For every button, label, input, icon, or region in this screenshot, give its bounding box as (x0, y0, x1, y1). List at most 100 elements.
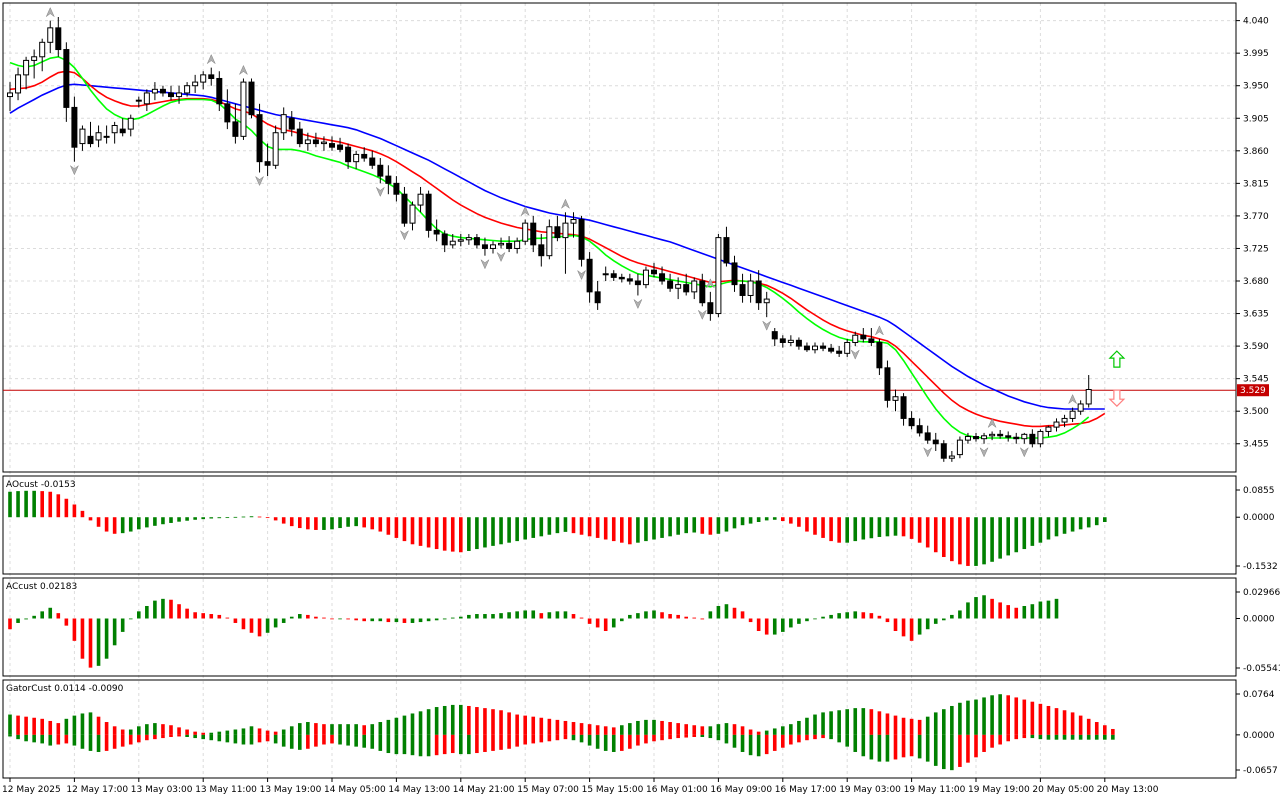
candle (63, 42, 70, 122)
candle (1045, 425, 1052, 437)
candle-bear (441, 233, 448, 246)
ac-bar (563, 611, 568, 619)
candle (884, 360, 891, 408)
ao-bar (805, 517, 809, 532)
candle-bull (79, 128, 86, 145)
y-tick-label: 3.590 (1243, 342, 1269, 352)
gator-lower-bar (40, 734, 44, 744)
ao-bar (1014, 517, 1019, 553)
ao-bar (225, 517, 230, 519)
ac-bar (797, 618, 801, 624)
candle-bull (787, 339, 794, 343)
candle (836, 346, 843, 357)
y-tick-label: 0.0764 (1243, 690, 1275, 700)
gator-upper-bar (80, 713, 85, 735)
gator-upper-bar (483, 708, 487, 735)
ao-pane[interactable]: AOcust -0.0153 (6, 480, 1107, 566)
ao-bar (885, 517, 890, 537)
candle-bear (586, 258, 593, 293)
ao-bar (700, 517, 705, 534)
gator-lower-bar (917, 734, 922, 759)
candle-bull (956, 439, 963, 456)
gator-lower-bar (8, 734, 12, 737)
gator-lower-bar (72, 734, 77, 746)
ac-bar (418, 618, 423, 623)
gator-upper-bar (756, 731, 761, 735)
ao-bar (241, 516, 246, 518)
gator-upper-bar (652, 719, 656, 735)
candle (320, 136, 327, 151)
candle (465, 233, 472, 245)
gator-upper-bar (32, 717, 36, 735)
candle-bear (651, 269, 657, 275)
gator-upper-bar (869, 709, 874, 735)
gator-upper-bar (692, 725, 697, 735)
candle-bear (369, 157, 376, 166)
ac-bar (547, 612, 552, 619)
gator-pane[interactable]: GatorCust 0.0114 -0.0090 (6, 684, 1115, 771)
ao-bar (756, 517, 761, 522)
ao-bar (660, 517, 664, 538)
ao-bar (128, 517, 133, 532)
gator-lower-bar (700, 734, 705, 738)
candle-bear (723, 237, 730, 264)
ac-pane[interactable]: ACcust 0.02183 (6, 582, 1059, 668)
ao-bar (547, 517, 552, 535)
x-tick-label: 12 May 17:00 (66, 785, 128, 795)
gator-upper-bar (161, 724, 165, 735)
gator-lower-bar (24, 734, 28, 742)
price-pane[interactable]: 3.529 (3, 7, 1269, 462)
ao-bar (974, 517, 978, 566)
candle (143, 89, 150, 112)
gator-upper-bar (917, 719, 922, 735)
gator-upper-bar (185, 729, 189, 735)
candle-bear (820, 345, 827, 349)
ao-bar (314, 517, 318, 530)
candle-bear (626, 278, 633, 282)
candle (570, 212, 577, 238)
candle (7, 82, 13, 112)
gator-upper-bar (676, 723, 680, 735)
ac-bar (346, 618, 350, 620)
candle-bull (1069, 410, 1076, 419)
candle-bear (329, 143, 335, 148)
candle (329, 136, 335, 151)
ao-bar (418, 517, 423, 546)
ac-bar (386, 618, 391, 623)
gator-lower-bar (1014, 734, 1019, 740)
ac-bar (805, 618, 809, 622)
gator-upper-bar (201, 732, 205, 735)
ac-bar (877, 615, 882, 619)
ao-bar (265, 517, 270, 519)
candle (932, 432, 939, 451)
ac-bar (257, 618, 262, 637)
candle (530, 215, 537, 253)
ac-bar (217, 614, 222, 619)
ac-bar (539, 613, 544, 619)
candle (304, 132, 311, 151)
gator-lower-bar (402, 734, 407, 755)
gator-lower-bar (587, 734, 592, 746)
ao-bar (732, 517, 737, 529)
gator-lower-bar (418, 734, 423, 757)
ac-bar (24, 618, 28, 620)
candle (1085, 375, 1092, 408)
gator-upper-bar (88, 712, 93, 735)
candle-bear (55, 27, 62, 51)
gator-lower-bar (555, 734, 560, 741)
gator-upper-bar (72, 715, 77, 735)
ao-bar (281, 517, 286, 524)
gator-lower-bar (877, 734, 882, 762)
ac-bar (1030, 604, 1035, 619)
ac-bar (507, 612, 511, 619)
current-price-label: 3.529 (1240, 386, 1266, 396)
ao-bar (483, 517, 487, 548)
gator-upper-bar (233, 729, 238, 735)
gator-lower-bar (966, 734, 970, 763)
ao-bar (595, 517, 600, 538)
ac-bar (394, 618, 399, 623)
ao-bar (80, 510, 85, 518)
gator-lower-bar (998, 734, 1002, 745)
candle-bear (900, 396, 907, 419)
